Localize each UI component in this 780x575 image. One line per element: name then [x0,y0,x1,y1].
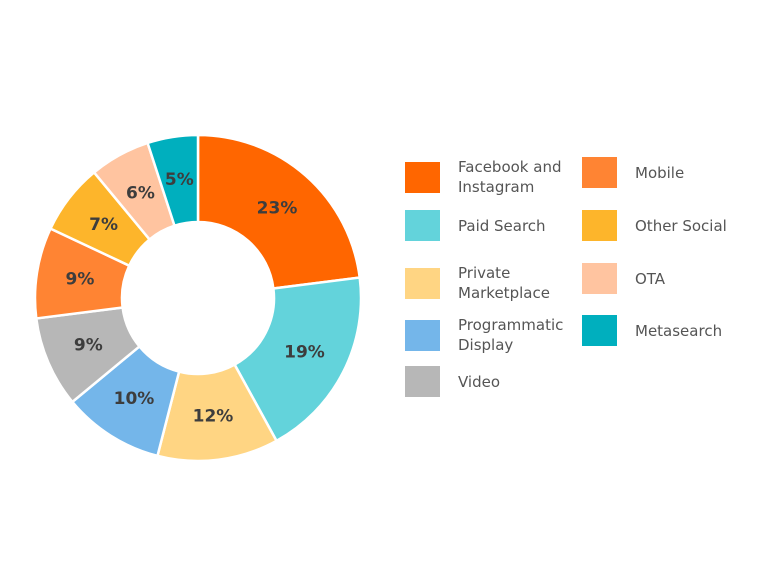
legend-item-facebook-and-instagram: Facebook and Instagram [405,157,578,197]
legend-label: Video [458,372,501,391]
legend-item-other-social: Other Social [582,210,755,241]
chart-legend: Facebook and Instagram Paid Search Private… [405,157,765,417]
legend-swatch [405,161,440,193]
legend-item-mobile: Mobile [582,157,755,188]
legend-item-private-marketplace: Private Marketplace [405,263,578,303]
label-private-marketplace: 12% [193,407,234,427]
label-facebook-and-instagram: 23% [257,198,298,218]
legend-swatch [582,263,617,294]
legend-label: Programmatic Display [458,316,564,354]
legend-swatch [405,210,440,241]
label-programmatic-display: 10% [114,389,155,409]
legend-item-video: Video [405,366,578,397]
donut-percent-labels: 23% 19% 12% 10% 9% 9% 7% 6% 5% [66,170,325,427]
label-mobile: 9% [66,269,95,289]
label-other-social: 7% [89,215,118,235]
legend-swatch [582,315,617,346]
legend-label: Other Social [635,216,727,235]
slice-paid-search [232,276,363,443]
legend-label: Mobile [635,163,685,182]
slice-facebook-and-instagram [196,133,362,290]
donut-slices [33,133,363,463]
legend-label: Facebook and Instagram [458,158,562,196]
label-ota: 6% [126,183,155,203]
legend-label: Paid Search [458,216,546,235]
legend-swatch [582,157,617,188]
slice-metasearch [146,133,200,228]
legend-item-programmatic-display: Programmatic Display [405,315,578,355]
legend-item-metasearch: Metasearch [582,315,755,346]
legend-swatch [405,267,440,299]
legend-label: Private Marketplace [458,264,550,302]
label-video: 9% [74,335,103,355]
legend-label: OTA [635,269,666,288]
legend-swatch [582,210,617,241]
legend-swatch [405,319,440,351]
legend-label: Metasearch [635,321,723,340]
legend-item-ota: OTA [582,263,755,294]
label-paid-search: 19% [284,342,325,362]
legend-item-paid-search: Paid Search [405,210,578,241]
label-metasearch: 5% [165,170,194,190]
legend-swatch [405,366,440,397]
